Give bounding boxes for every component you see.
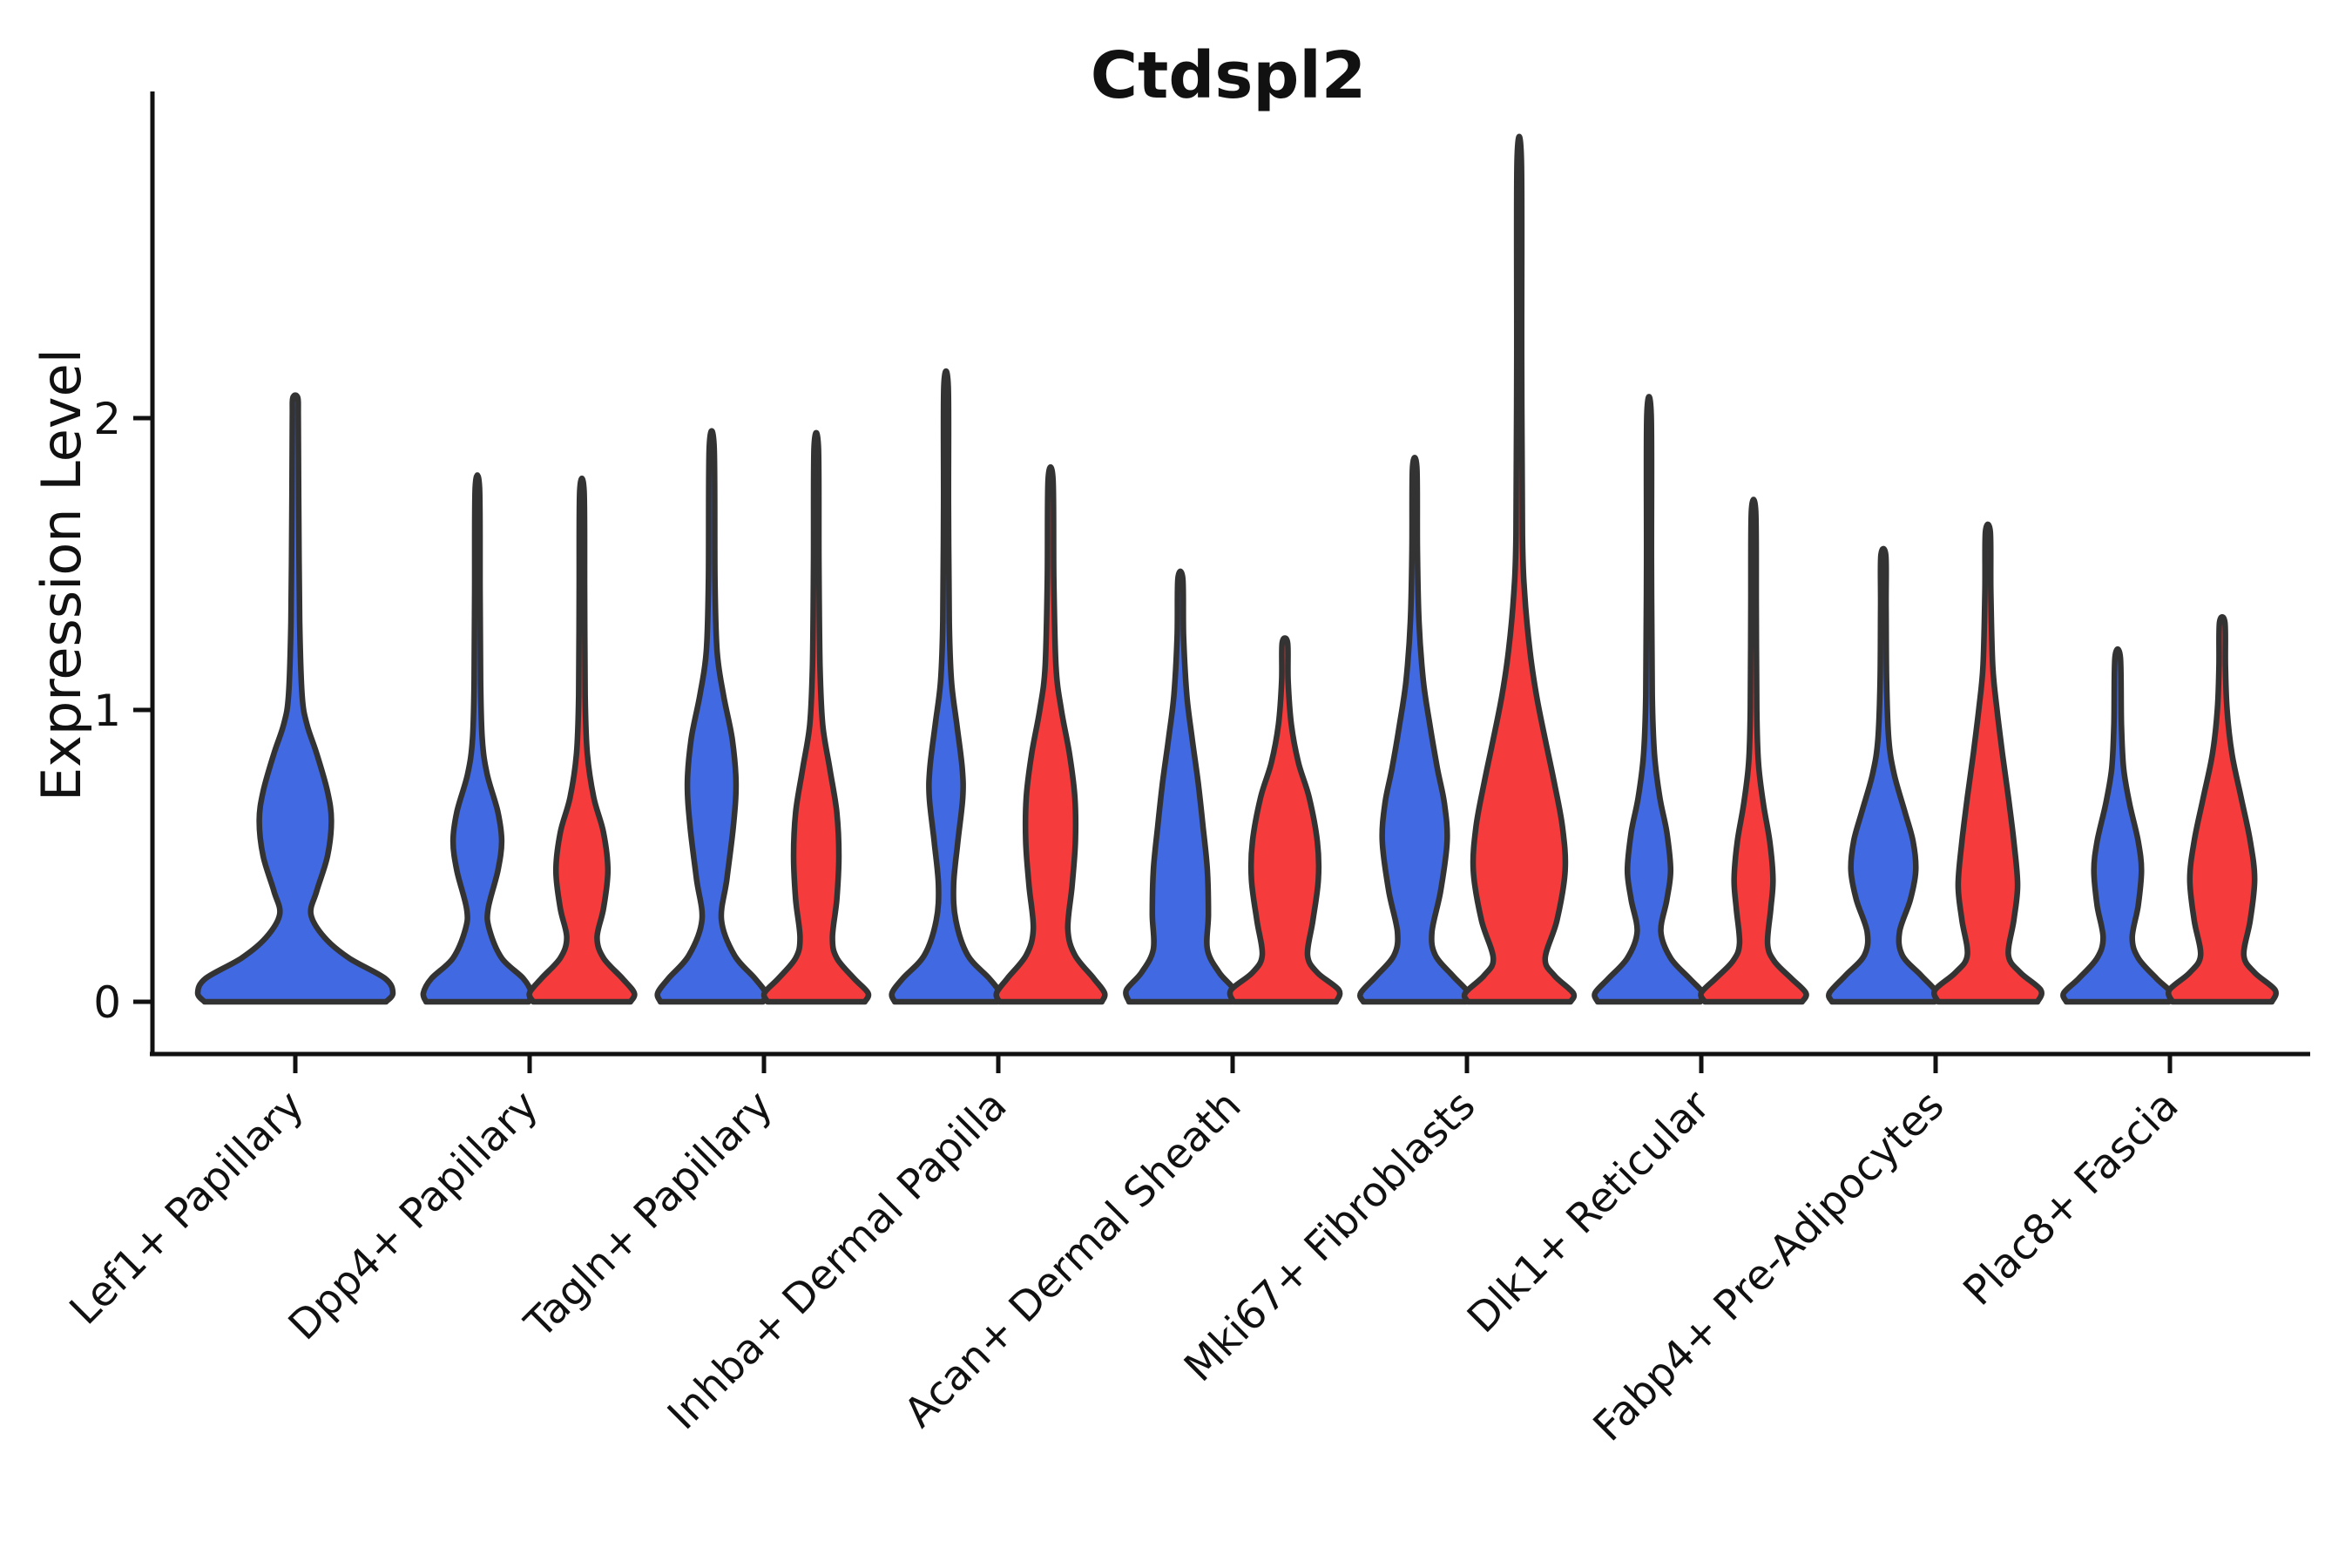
axes-layer: [150, 91, 2310, 1057]
y-axis-label: Expression Level: [30, 348, 93, 801]
violins-layer: [194, 133, 2279, 1005]
y-tick-label: 1: [93, 686, 121, 736]
violin-blue-6: [1592, 394, 1707, 1005]
violin-blue-4: [1123, 568, 1238, 1005]
y-tick-label: 2: [93, 394, 121, 444]
violin-red-8: [2166, 613, 2279, 1005]
violin-red-4: [1227, 635, 1343, 1005]
violin-blue-2: [654, 428, 769, 1005]
violin-red-6: [1698, 497, 1809, 1005]
violin-blue-5: [1357, 454, 1472, 1005]
violin-red-1: [526, 475, 638, 1005]
x-tick-label-lef1: Lef1+ Papillary: [61, 1082, 314, 1335]
x-tick-label-tagln: Tagln+ Papillary: [516, 1082, 782, 1348]
violin-red-7: [1931, 521, 2044, 1005]
violin-blue-1: [420, 472, 535, 1005]
violin-blue-7: [1826, 545, 1941, 1005]
x-tick-label-dpp4: Dpp4+ Papillary: [280, 1082, 548, 1350]
violin-blue-3: [889, 368, 1004, 1005]
violin-blue-0: [194, 392, 396, 1005]
violin-red-5: [1461, 133, 1578, 1005]
violin-red-3: [993, 463, 1108, 1005]
x-tick-label-dlk1: Dlk1+ Reticular: [1458, 1081, 1720, 1342]
plot-title: Ctdspl2: [1091, 38, 1367, 113]
y-axis-ticks: 0 1 2: [93, 394, 152, 1028]
y-tick-label: 0: [93, 977, 121, 1028]
x-tick-label-plac8: Plac8+ Fascia: [1955, 1082, 2188, 1315]
violin-blue-8: [2060, 645, 2175, 1005]
violin-red-2: [760, 429, 872, 1005]
